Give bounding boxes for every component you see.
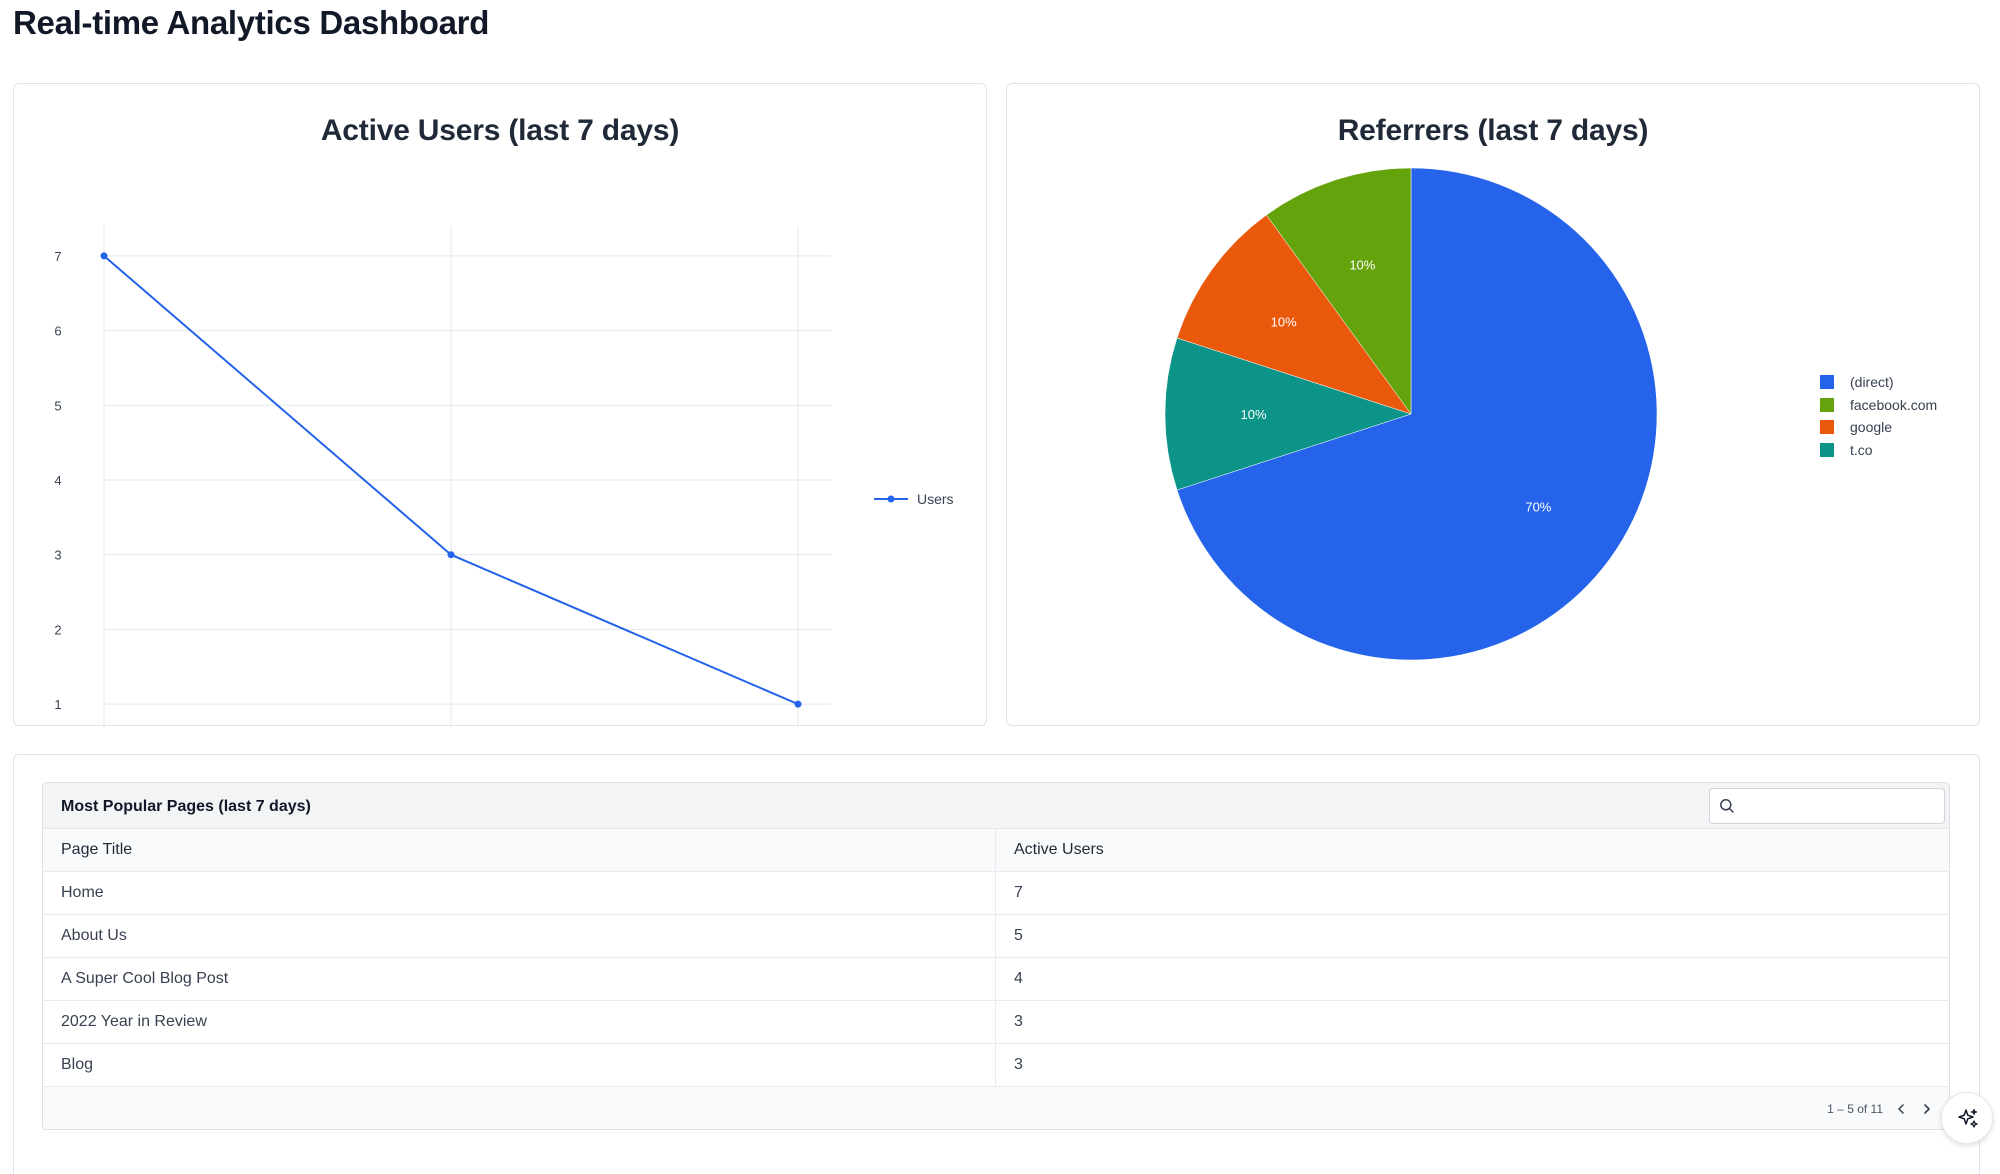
y-tick-label: 2 xyxy=(54,622,61,637)
next-page-button[interactable] xyxy=(1917,1099,1937,1119)
pagination-range: 1 – 5 of 11 xyxy=(1827,1102,1883,1116)
popular-pages-table: Most Popular Pages (last 7 days) Page Ti… xyxy=(42,782,1950,1130)
table-row[interactable]: 2022 Year in Review 3 xyxy=(43,1001,1949,1044)
y-tick-label: 3 xyxy=(54,548,61,563)
pie-slice-t-co xyxy=(1164,337,1412,491)
referrers-card: Referrers (last 7 days) 70% 10% 10% 10% (di… xyxy=(1006,83,1980,726)
data-point xyxy=(794,700,802,708)
table-toolbar: Most Popular Pages (last 7 days) xyxy=(43,783,1949,829)
chevron-left-icon xyxy=(1898,1104,1904,1114)
legend-item[interactable]: google xyxy=(1820,416,1937,439)
pie-slice-google xyxy=(1176,214,1412,415)
legend-label: (direct) xyxy=(1850,374,1894,391)
table-caption: Most Popular Pages (last 7 days) xyxy=(61,798,311,815)
chevron-right-icon xyxy=(1924,1104,1930,1114)
column-header-page-title[interactable]: Page Title xyxy=(43,829,996,871)
pie-value-label: 10% xyxy=(1271,314,1297,329)
cell-page-title: About Us xyxy=(43,915,996,957)
page-title: Real-time Analytics Dashboard xyxy=(13,4,490,41)
active-users-card: Active Users (last 7 days) 123456704/280… xyxy=(13,83,987,727)
legend-swatch xyxy=(1820,420,1834,435)
search-icon xyxy=(1720,799,1734,813)
y-tick-label: 7 xyxy=(54,249,61,264)
y-tick-label: 6 xyxy=(54,324,61,339)
cell-page-title: Blog xyxy=(43,1044,996,1086)
referrers-pie-chart: 70% 10% 10% 10% xyxy=(1164,167,1658,661)
pie-value-label: 70% xyxy=(1525,500,1551,515)
legend-swatch xyxy=(1820,442,1834,457)
data-point xyxy=(447,551,455,559)
cell-page-title: A Super Cool Blog Post xyxy=(43,958,996,1000)
table-row[interactable]: A Super Cool Blog Post 4 xyxy=(43,958,1949,1001)
y-tick-label: 4 xyxy=(54,473,61,488)
pie-legend: (direct) facebook.com google t.co xyxy=(1820,371,1937,461)
cell-page-title: 2022 Year in Review xyxy=(43,1001,996,1043)
pie-slice-facebook-com xyxy=(1266,167,1412,415)
legend-marker-users xyxy=(887,495,895,503)
legend-label: facebook.com xyxy=(1850,396,1938,413)
table-row[interactable]: Blog 3 xyxy=(43,1044,1949,1087)
cell-active-users: 3 xyxy=(1014,1013,1023,1030)
legend-label: t.co xyxy=(1850,441,1873,458)
cell-active-users: 3 xyxy=(1014,1056,1023,1073)
assistant-button[interactable] xyxy=(1941,1092,1993,1144)
table-footer: 1 – 5 of 11 xyxy=(43,1087,1949,1129)
legend-swatch xyxy=(1820,397,1834,412)
legend-label-users: Users xyxy=(917,491,954,507)
legend-item[interactable]: (direct) xyxy=(1820,371,1937,394)
y-tick-label: 1 xyxy=(54,697,61,712)
cell-active-users: 7 xyxy=(1014,884,1023,901)
pie-value-label: 10% xyxy=(1241,407,1267,422)
sparkles-icon xyxy=(1958,1108,1978,1128)
table-search-input[interactable] xyxy=(1744,795,1934,817)
legend-item[interactable]: t.co xyxy=(1820,439,1937,462)
table-search-box[interactable] xyxy=(1709,788,1945,824)
table-row[interactable]: About Us 5 xyxy=(43,915,1949,958)
previous-page-button[interactable] xyxy=(1891,1099,1911,1119)
column-header-active-users[interactable]: Active Users xyxy=(1014,841,1104,858)
cell-active-users: 5 xyxy=(1014,927,1023,944)
pie-chart-title: Referrers (last 7 days) xyxy=(1337,114,1649,147)
y-tick-label: 5 xyxy=(54,398,61,413)
data-point xyxy=(100,252,108,260)
table-header-row: Page Title Active Users xyxy=(43,829,1949,872)
popular-pages-card: Most Popular Pages (last 7 days) Page Ti… xyxy=(13,754,1980,1174)
active-users-line-chart: 123456704/2804/2904/30Users xyxy=(54,226,954,727)
line-chart-title: Active Users (last 7 days) xyxy=(320,114,680,147)
cell-page-title: Home xyxy=(43,872,996,914)
pie-value-label: 10% xyxy=(1349,257,1375,272)
legend-item[interactable]: facebook.com xyxy=(1820,394,1937,417)
legend-swatch xyxy=(1820,375,1834,390)
table-row[interactable]: Home 7 xyxy=(43,872,1949,915)
pie-slice-direct xyxy=(1176,167,1658,661)
legend-label: google xyxy=(1850,419,1893,436)
cell-active-users: 4 xyxy=(1014,970,1023,987)
